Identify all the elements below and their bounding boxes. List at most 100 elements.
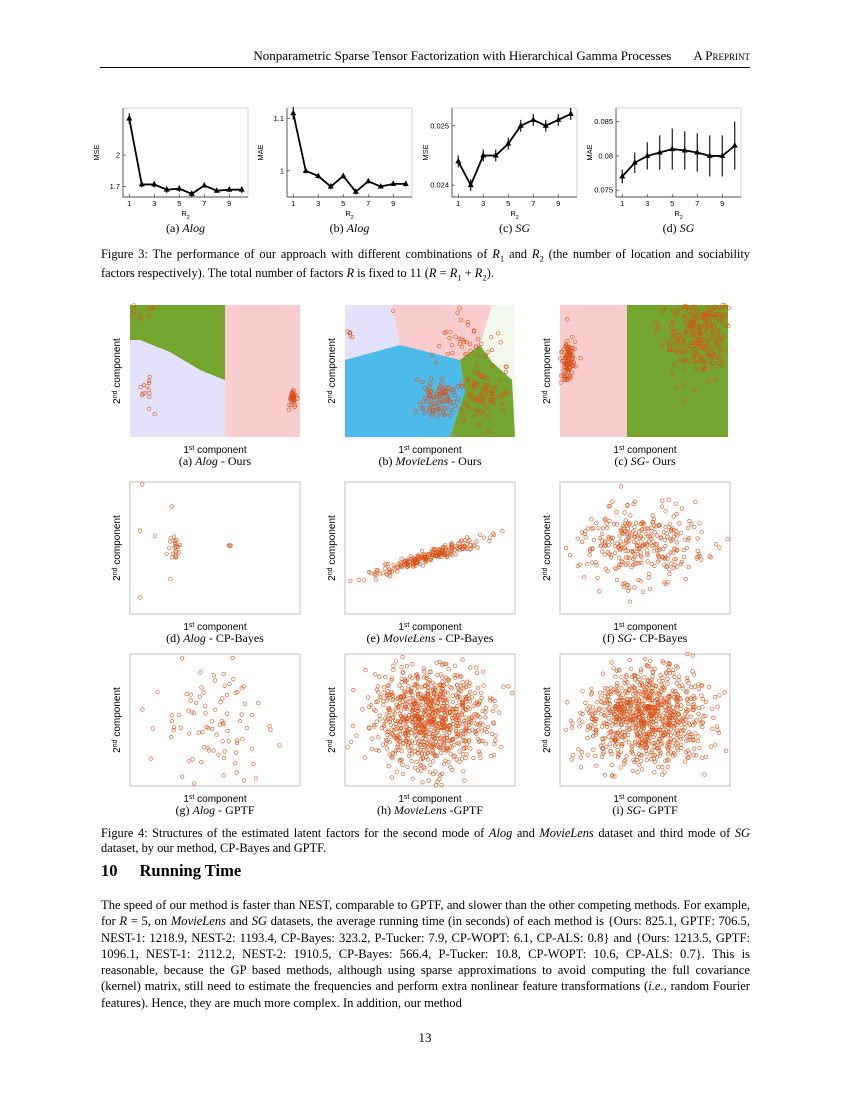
scatter-point [412, 702, 417, 707]
scatter-point [174, 554, 179, 559]
scatter-point [680, 686, 685, 691]
scatter-point [712, 694, 718, 700]
scatter-point [657, 692, 662, 698]
scatter-point [678, 306, 683, 311]
scatter-point [399, 725, 404, 731]
scatter-point [399, 680, 404, 685]
scatter-point [568, 349, 574, 354]
scatter-point [585, 526, 591, 531]
scatter-point [605, 693, 611, 698]
text-part: 1 [183, 622, 189, 633]
text-part: and [512, 826, 540, 840]
scatter-point [646, 739, 651, 744]
marker [352, 188, 359, 194]
scatter-point [719, 336, 724, 341]
scatter-point [377, 717, 382, 722]
scatter-point [637, 677, 642, 683]
scatter-point [493, 704, 498, 709]
scatter-point [418, 762, 424, 768]
text-part: Figure 3: The performance of our approac… [101, 247, 493, 261]
text-part: Alog [182, 631, 206, 645]
scatter-point [416, 704, 421, 709]
text-part: - Ours [645, 454, 676, 468]
scatter-point [646, 571, 652, 576]
scatter-point [415, 689, 420, 694]
scatter-point [484, 729, 490, 735]
scatter-point [374, 719, 379, 724]
scatter-point [689, 330, 694, 335]
scatter-point [497, 710, 502, 715]
scatter-point [680, 716, 685, 721]
scatter-point [717, 693, 722, 698]
scatter-point [464, 403, 469, 408]
scatter-point [463, 545, 469, 550]
scatter-point [704, 313, 709, 318]
scatter-point [489, 753, 494, 759]
scatter-point [369, 702, 374, 708]
text-part: R [492, 247, 500, 261]
scatter-point [483, 387, 488, 392]
scatter-point [168, 577, 173, 582]
scatter-point [399, 556, 404, 561]
scatter-point [642, 706, 647, 711]
scatter-point [621, 697, 626, 703]
scatter-point [630, 743, 635, 749]
scatter-point [427, 770, 433, 775]
scatter-point [607, 518, 612, 524]
text-part: 1 [613, 794, 619, 805]
scatter-point [657, 726, 662, 731]
scatter-point [442, 412, 447, 417]
scatter-point [462, 728, 467, 733]
scatter-point [610, 499, 615, 504]
scatter-point [638, 710, 644, 716]
scatter-point [475, 352, 480, 358]
scatter-point [600, 549, 605, 554]
scatter-point [435, 672, 440, 678]
scatter-point [400, 762, 405, 768]
scatter-point [662, 580, 667, 585]
scatter-point [487, 391, 492, 396]
scatter-point [671, 334, 677, 339]
scatter-point [620, 531, 625, 536]
x-axis-label: 1st component [613, 622, 676, 634]
scatter-point [661, 305, 666, 311]
scatter-point [638, 709, 643, 715]
scatter-point [611, 521, 616, 527]
text-part: - Ours [218, 454, 252, 468]
x-axis-label: R2 [510, 209, 518, 221]
scatter-point [477, 701, 482, 706]
scatter-point [466, 738, 471, 743]
scatter-point [468, 348, 473, 354]
x-tick-label: 5 [341, 199, 345, 208]
scatter-point [476, 409, 481, 414]
scatter-point [640, 542, 645, 547]
scatter-point [428, 397, 434, 402]
scatter-point [622, 695, 627, 700]
scatter-point [403, 704, 409, 710]
scatter-point [386, 567, 392, 572]
scatter-point [434, 712, 439, 717]
scatter-point [673, 688, 678, 694]
scatter-point [440, 675, 445, 680]
text-part: R [674, 209, 680, 218]
y-tick-label: 0.075 [594, 186, 613, 195]
text-part: dataset and third mode of [593, 826, 735, 840]
scatter-point [450, 767, 455, 773]
x-tick-label: 5 [177, 199, 181, 208]
scatter-point [661, 530, 667, 535]
scatter-point [647, 731, 652, 737]
scatter-point [660, 741, 665, 746]
scatter-point [655, 702, 660, 707]
scatter-point [419, 406, 424, 411]
scatter-point [713, 377, 718, 382]
scatter-point [617, 546, 622, 551]
scatter-point [622, 680, 627, 686]
scatter-point [416, 723, 421, 728]
scatter-point [654, 755, 660, 760]
scatter-point [639, 706, 645, 711]
scatter-point [691, 707, 696, 713]
scatter-point [482, 387, 487, 392]
scatter-point [696, 681, 701, 686]
scatter-point [350, 334, 355, 340]
scatter-point [663, 509, 668, 514]
